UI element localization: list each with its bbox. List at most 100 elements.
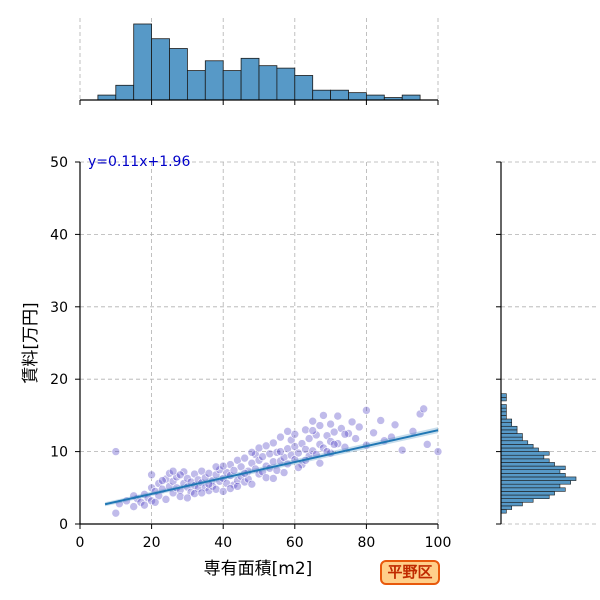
y-hist-bar <box>500 440 529 445</box>
y-hist-bar <box>500 425 518 431</box>
scatter-point <box>129 502 138 511</box>
scatter-point <box>247 448 257 457</box>
scatter-point <box>308 446 318 456</box>
y-hist-bar <box>500 433 523 438</box>
scatter-point <box>354 422 364 432</box>
y-hist-bar <box>500 451 550 456</box>
x-tick-label: 0 <box>76 535 85 551</box>
scatter-point <box>147 470 156 480</box>
y-hist-bar <box>500 476 577 481</box>
scatter-point <box>197 488 207 498</box>
ward-badge: 平野区 <box>380 560 440 585</box>
y-hist-bar <box>500 458 550 463</box>
regression-line <box>104 429 439 506</box>
x-hist-bar <box>312 89 332 101</box>
x-tick-label: 20 <box>143 535 161 551</box>
regression-equation: y=0.11x+1.96 <box>88 154 190 170</box>
scatter-point <box>168 476 178 486</box>
scatter-point <box>240 477 249 487</box>
x-hist-bar <box>294 75 314 101</box>
scatter-point <box>301 445 310 454</box>
scatter-point <box>326 437 335 446</box>
y-hist-bar <box>500 422 513 427</box>
scatter-point <box>147 483 156 493</box>
scatter-point <box>229 466 239 475</box>
scatter-point <box>261 441 271 451</box>
scatter-point <box>158 476 167 485</box>
y-hist-bar <box>500 462 555 467</box>
scatter-point <box>247 479 257 489</box>
y-hist-bar <box>500 501 523 507</box>
scatter-point <box>419 404 428 414</box>
y-hist-bar <box>500 393 507 398</box>
y-hist-bar <box>500 447 539 452</box>
y-hist-bar <box>500 454 545 460</box>
scatter-point <box>333 439 343 448</box>
x-hist-bar <box>240 57 260 101</box>
scatter-point <box>333 411 343 421</box>
scatter-point <box>347 417 357 427</box>
scatter-point <box>261 473 271 482</box>
scatter-point <box>415 409 425 419</box>
scatter-point <box>254 443 264 453</box>
scatter-point <box>161 495 171 504</box>
scatter-point <box>233 482 242 491</box>
x-marginal-histogram <box>79 18 439 101</box>
y-hist-bar <box>500 418 513 423</box>
scatter-point <box>369 428 378 438</box>
scatter-point <box>308 426 318 435</box>
y-hist-bar <box>500 498 534 503</box>
x-hist-bar <box>204 60 224 101</box>
y-hist-bar <box>500 436 523 442</box>
y-tick-label: 20 <box>50 372 68 388</box>
scatter-point <box>236 462 246 472</box>
scatter-point <box>397 445 407 455</box>
scatter-point <box>222 479 232 488</box>
scatter-point <box>329 440 339 449</box>
main-axes: 0 20 40 60 80 100 0 10 20 30 40 50 <box>50 155 451 551</box>
scatter-point <box>265 449 275 459</box>
scatter-point <box>150 497 160 507</box>
scatter-point <box>175 492 185 501</box>
scatter-point <box>362 406 371 415</box>
x-hist-bar <box>97 94 117 101</box>
y-hist-bar <box>500 509 507 514</box>
scatter-point <box>304 434 314 443</box>
y-hist-bar <box>500 407 507 413</box>
y-hist-bar <box>500 487 566 492</box>
y-hist-bar <box>500 465 566 470</box>
scatter-point <box>340 429 350 439</box>
y-hist-bar <box>500 444 534 449</box>
x-tick-label: 60 <box>286 535 304 551</box>
x-hist-bar <box>133 23 152 101</box>
x-hist-bar <box>115 84 135 101</box>
scatter-point <box>175 470 185 480</box>
scatter-point <box>211 484 221 494</box>
scatter-point <box>272 448 282 457</box>
scatter-point <box>283 427 292 436</box>
scatter-point <box>422 440 432 449</box>
x-hist-bar <box>401 94 421 101</box>
scatter-point <box>315 458 325 468</box>
scatter-point <box>294 448 303 458</box>
scatter-point <box>254 455 264 465</box>
y-hist-bar <box>500 415 507 420</box>
scatter-point <box>218 487 228 496</box>
x-hist-bar <box>330 89 349 101</box>
x-hist-bar <box>258 65 278 101</box>
scatter-point <box>111 508 121 518</box>
y-hist-bar <box>500 505 513 510</box>
scatter-point <box>190 489 199 498</box>
scatter-point <box>140 500 149 510</box>
y-tick-label: 50 <box>50 155 68 171</box>
scatter-point <box>179 467 189 477</box>
scatter-point <box>168 466 178 476</box>
y-tick-label: 0 <box>59 517 68 533</box>
scatter-point <box>276 432 285 442</box>
scatter-point <box>136 497 146 507</box>
x-tick-label: 80 <box>357 535 375 551</box>
x-hist-bar <box>365 94 385 101</box>
y-tick-label: 40 <box>50 227 68 243</box>
scatter-point <box>201 483 210 493</box>
